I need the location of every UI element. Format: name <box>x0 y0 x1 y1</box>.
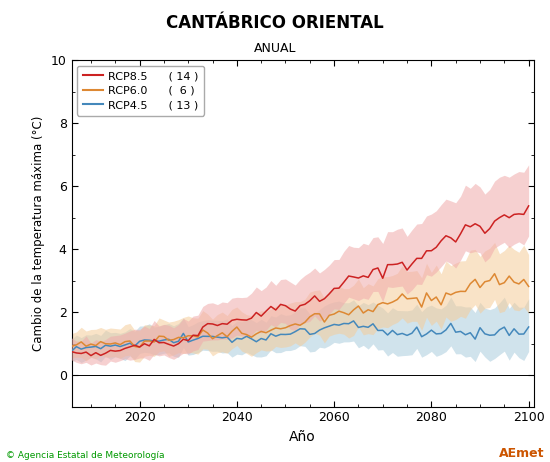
Text: © Agencia Estatal de Meteorología: © Agencia Estatal de Meteorología <box>6 451 164 460</box>
Y-axis label: Cambio de la temperatura máxima (°C): Cambio de la temperatura máxima (°C) <box>32 116 45 351</box>
Legend: RCP8.5      ( 14 ), RCP6.0      (  6 ), RCP4.5      ( 13 ): RCP8.5 ( 14 ), RCP6.0 ( 6 ), RCP4.5 ( 13… <box>77 66 204 116</box>
X-axis label: Año: Año <box>289 430 316 444</box>
Text: CANTÁBRICO ORIENTAL: CANTÁBRICO ORIENTAL <box>166 14 384 32</box>
Text: ANUAL: ANUAL <box>254 42 296 55</box>
Text: AEmet: AEmet <box>499 447 544 460</box>
